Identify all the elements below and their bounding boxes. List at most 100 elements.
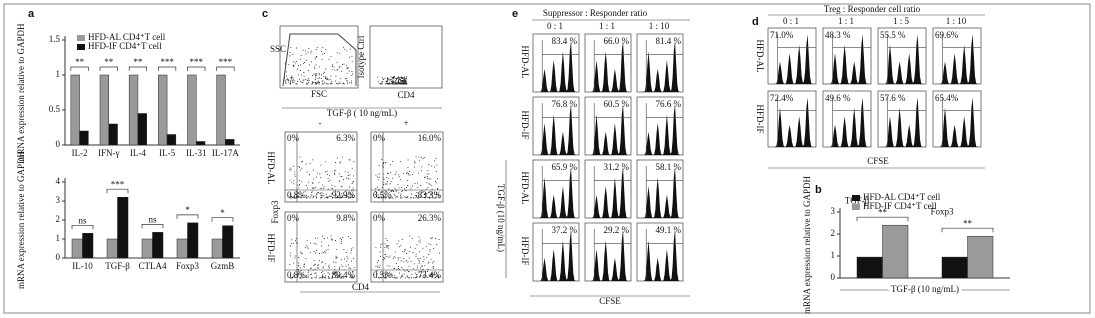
- significance-bracket: [141, 224, 164, 229]
- percent-label: 60.5 %: [604, 99, 630, 109]
- significance: **: [878, 207, 888, 217]
- significance: ***: [111, 179, 125, 189]
- gate: [541, 229, 579, 281]
- bar: [108, 123, 118, 146]
- x-tick-label: IFN-γ: [98, 148, 119, 158]
- quadrant-value: 0%: [287, 133, 300, 143]
- panel-title: Treg : Responder cell ratio: [824, 4, 921, 14]
- quadrant-value: 83.3%: [418, 190, 442, 200]
- panel-label: c: [262, 8, 268, 20]
- bar: [117, 196, 129, 259]
- events: [375, 235, 440, 279]
- column-label: 1 : 10: [946, 16, 967, 26]
- significance: **: [963, 218, 973, 228]
- histogram: [533, 166, 579, 218]
- percent-label: 65.9 %: [552, 162, 578, 172]
- gate: [645, 229, 683, 281]
- bar: [141, 238, 153, 259]
- quadrant-value: 0.5%: [373, 190, 392, 200]
- y-tick-label: 0: [56, 252, 61, 262]
- percent-label: 58.1 %: [656, 162, 682, 172]
- bar: [106, 238, 118, 259]
- x-tick-label: TGF-β: [105, 261, 130, 271]
- quadrant-value: 73.4%: [418, 270, 442, 280]
- gate: [777, 97, 816, 147]
- row-label: HFD-AL: [755, 40, 765, 73]
- panel-title: Suppressor : Responder ratio: [543, 8, 648, 18]
- bar: [941, 256, 968, 279]
- x-tick-label: IL-10: [72, 261, 93, 271]
- y-label: mRNA expression relative to GAPDH: [16, 151, 26, 289]
- bar: [222, 225, 234, 259]
- gate: [541, 40, 579, 92]
- percent-label: 55.5 %: [880, 30, 906, 40]
- gate: [777, 34, 816, 84]
- quadrant-value: 0%: [287, 213, 300, 223]
- histogram: [585, 229, 631, 281]
- x-tick-label: IL-17A: [212, 148, 239, 158]
- panel-label: b: [815, 184, 822, 196]
- y-tick-label: 3: [56, 195, 61, 205]
- percent-label: 72.4%: [770, 93, 794, 103]
- panel-label: a: [28, 8, 35, 20]
- x-tick-label: GzmB: [211, 261, 235, 271]
- bar: [71, 238, 83, 259]
- percent-label: 49.1 %: [656, 225, 682, 235]
- row-label: HFD-IF: [520, 110, 530, 139]
- histogram: [878, 34, 926, 84]
- axis-label: Isotype Ctrl: [356, 35, 366, 78]
- bar: [70, 74, 80, 146]
- significance-bracket: [216, 66, 235, 71]
- legend-swatch: [77, 44, 85, 50]
- gate: [541, 166, 579, 218]
- gate: [887, 34, 926, 84]
- gate: [282, 33, 357, 87]
- histogram: [823, 97, 871, 147]
- percent-label: 81.4 %: [656, 36, 682, 46]
- significance: ***: [160, 57, 174, 67]
- quadrant-value: 0.8%: [287, 270, 306, 280]
- category-label: Foxp3: [930, 206, 954, 216]
- histogram: [637, 229, 683, 281]
- bar: [99, 74, 109, 146]
- histogram: [533, 229, 579, 281]
- axis-label: CFSE: [599, 296, 621, 306]
- bar: [128, 74, 139, 146]
- y-tick-label: 1.5: [49, 34, 61, 44]
- y-tick-label: 2: [831, 228, 836, 238]
- bar: [158, 74, 168, 146]
- significance: **: [133, 57, 143, 67]
- row-label: HFD-IF: [266, 233, 276, 262]
- legend-swatch: [852, 204, 860, 210]
- gate: [593, 166, 631, 218]
- percent-label: 37.2 %: [552, 225, 578, 235]
- y-tick-label: 4: [56, 176, 61, 186]
- column-label: +: [403, 118, 408, 128]
- gate: [887, 97, 926, 147]
- quadrant: [285, 212, 357, 282]
- histogram: [637, 40, 683, 92]
- row-label: HFD-AL: [520, 46, 530, 79]
- significance-bracket: [187, 66, 206, 71]
- column-label: -: [319, 118, 322, 128]
- histogram: [585, 40, 631, 92]
- histogram: [878, 97, 926, 147]
- panel-label: e: [512, 8, 518, 20]
- events: [377, 76, 408, 85]
- y-label: mRNA expression relative to GAPDH: [16, 23, 26, 161]
- legend-label: HFD-AL CD4⁺T cell: [88, 32, 166, 42]
- significance-bracket: [99, 66, 118, 71]
- histogram: [768, 97, 816, 147]
- x-tick-label: IL-5: [159, 148, 175, 158]
- side-label: TGF-β (10 ng/mL): [496, 184, 506, 252]
- treatment-label: TGF-β ( 10 ng/mL): [327, 108, 397, 118]
- y-label: mRNA expression relative to GAPDH: [802, 176, 812, 314]
- quadrant: [371, 212, 443, 282]
- bar: [967, 235, 994, 279]
- legend-swatch: [77, 35, 85, 41]
- quadrant-value: 6.3%: [336, 133, 355, 143]
- y-tick-label: 3: [831, 206, 836, 216]
- significance: *: [220, 208, 225, 218]
- y-tick-label: 0.5: [49, 104, 61, 114]
